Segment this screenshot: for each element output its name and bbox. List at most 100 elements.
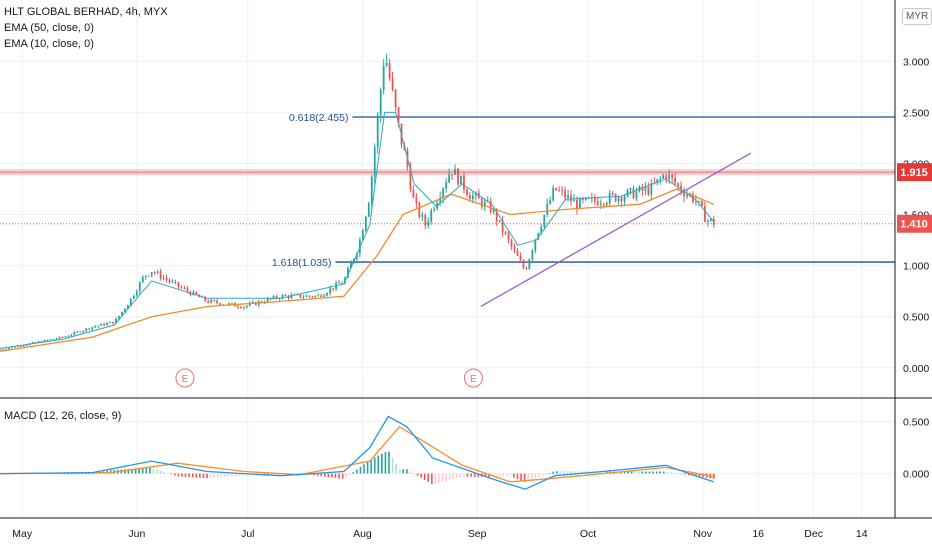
candle-body[interactable] [445,182,448,189]
candle-body[interactable] [451,174,453,176]
candle-body[interactable] [281,295,284,299]
candle-body[interactable] [555,187,558,191]
candle-body[interactable] [379,89,382,115]
candle-body[interactable] [245,305,248,308]
candle-body[interactable] [546,203,549,215]
candle-body[interactable] [8,347,10,350]
candle-body[interactable] [323,295,326,297]
candle-body[interactable] [656,179,659,184]
candle-body[interactable] [504,231,507,234]
candle-body[interactable] [332,288,334,290]
candle-body[interactable] [61,336,64,338]
candle-body[interactable] [584,197,587,200]
candle-body[interactable] [647,187,650,195]
candle-body[interactable] [144,275,147,278]
candle-body[interactable] [126,305,129,309]
candle-body[interactable] [712,218,715,225]
candle-body[interactable] [510,239,513,247]
candle-body[interactable] [0,349,1,351]
candle-body[interactable] [421,215,424,217]
candle-body[interactable] [596,201,599,205]
candle-body[interactable] [121,311,123,316]
candle-body[interactable] [388,62,391,79]
candle-body[interactable] [341,283,343,285]
candle-body[interactable] [118,315,120,319]
candle-body[interactable] [430,210,433,222]
candle-body[interactable] [391,78,394,90]
candle-body[interactable] [662,175,665,179]
candle-body[interactable] [55,338,58,340]
candle-body[interactable] [495,209,498,222]
candle-body[interactable] [106,323,108,326]
candle-body[interactable] [124,308,126,312]
candle-body[interactable] [112,321,114,324]
candle-body[interactable] [382,65,385,90]
candle-body[interactable] [135,291,138,296]
candle-body[interactable] [528,259,531,270]
candle-body[interactable] [501,219,504,232]
candle-body[interactable] [275,296,278,299]
candle-body[interactable] [168,279,171,282]
candle-body[interactable] [677,183,679,186]
candle-body[interactable] [370,176,373,204]
candle-body[interactable] [695,200,697,202]
candle-body[interactable] [698,200,700,202]
candle-body[interactable] [272,296,275,299]
candle-body[interactable] [614,194,617,202]
candle-body[interactable] [251,302,254,304]
candle-body[interactable] [5,349,7,351]
candle-body[interactable] [525,267,528,270]
candle-body[interactable] [570,195,572,202]
candle-body[interactable] [424,215,427,226]
candle-body[interactable] [115,318,117,324]
candle-body[interactable] [534,239,537,251]
candle-body[interactable] [611,193,614,195]
candle-body[interactable] [150,272,153,276]
candle-body[interactable] [165,277,168,280]
candle-body[interactable] [531,250,534,260]
candle-body[interactable] [561,190,564,192]
earnings-marker[interactable] [463,368,483,388]
candle-body[interactable] [177,281,180,287]
candle-body[interactable] [219,303,221,306]
candle-body[interactable] [552,187,555,201]
candle-body[interactable] [70,334,73,336]
candle-body[interactable] [305,295,308,298]
trendline[interactable] [480,152,752,308]
candle-body[interactable] [52,339,55,341]
candle-body[interactable] [683,191,685,197]
candle-body[interactable] [338,282,340,284]
candle-body[interactable] [674,177,677,184]
candle-body[interactable] [159,271,162,279]
candle-body[interactable] [469,195,471,200]
candle-body[interactable] [641,186,644,191]
candle-body[interactable] [314,295,317,298]
candle-body[interactable] [174,281,177,283]
candle-body[interactable] [617,197,620,202]
candle-body[interactable] [549,200,552,204]
candle-body[interactable] [210,300,213,303]
candle-body[interactable] [207,300,210,303]
candle-body[interactable] [242,307,245,309]
candle-body[interactable] [13,346,16,348]
candle-body[interactable] [608,193,611,203]
candle-body[interactable] [228,303,230,305]
candle-body[interactable] [385,62,388,66]
candle-body[interactable] [558,190,561,192]
candle-body[interactable] [94,326,97,328]
candle-body[interactable] [623,196,626,202]
candle-body[interactable] [471,195,474,200]
candle-body[interactable] [82,330,85,333]
candle-body[interactable] [709,218,712,221]
candle-body[interactable] [519,256,522,261]
candle-body[interactable] [2,349,4,351]
candle-body[interactable] [599,203,602,205]
candle-body[interactable] [454,168,456,175]
macd-panel[interactable] [0,415,715,490]
candle-body[interactable] [483,201,486,207]
candle-body[interactable] [195,291,198,295]
candle-body[interactable] [564,190,566,198]
candle-body[interactable] [415,197,418,204]
candle-body[interactable] [361,230,364,240]
candle-body[interactable] [394,89,397,108]
